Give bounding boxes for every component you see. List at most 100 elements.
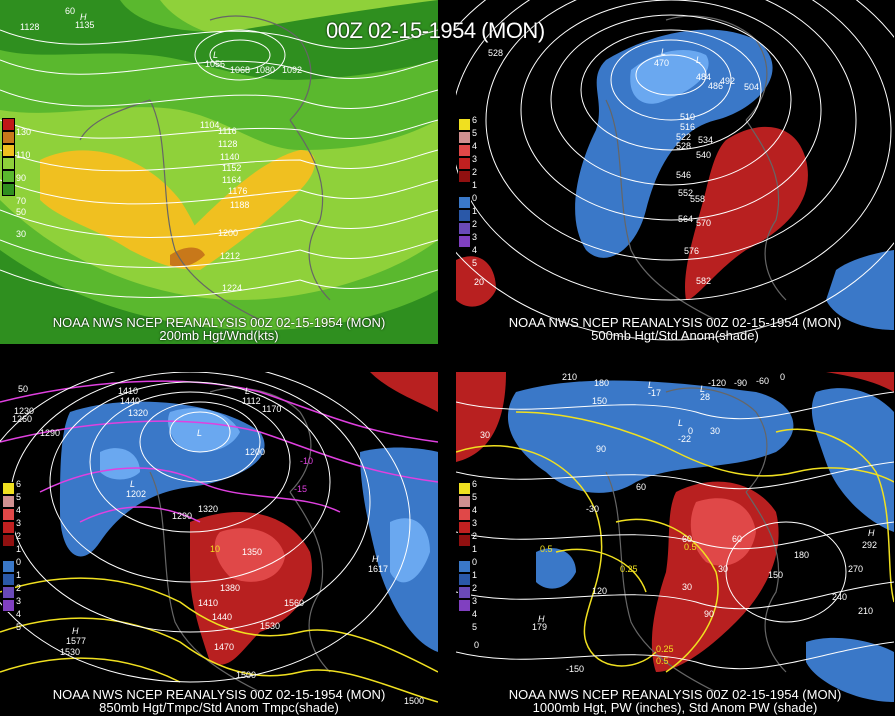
label-1080: 1080 [255,65,275,75]
legend-label: 0 [472,557,478,567]
label-1092: 1092 [282,65,302,75]
label-270: 270 [848,564,863,574]
label-1380: 1380 [220,583,240,593]
label-1440: 1440 [120,396,140,406]
legend-swatch [458,521,471,534]
legend-label: 6 [472,479,478,489]
legend-label: 6 [16,479,22,489]
panel-500mb-height-anomaly: 528 L 470 L 484 486 492 504 510 516 522 … [456,0,894,344]
pw-label-0.5b: 0.5 [684,542,697,552]
label-1290b: 1290 [172,511,192,521]
caption-500mb: NOAA NWS NCEP REANALYSIS 00Z 02-15-1954 … [456,316,894,342]
map-1000mb: 210 180 150 L -17 L 28 -120 -90 -60 0 30… [456,372,894,702]
label-1116: 1116 [218,126,237,136]
label-240: 240 [832,592,847,602]
label-292: 292 [862,540,877,550]
wind-shade-dark [0,0,438,80]
low-marker-2: L [696,55,701,65]
legend-swatch [458,573,471,586]
label-1212: 1212 [220,251,240,261]
negative-pw-anomaly [507,380,794,493]
caption-1000mb: NOAA NWS NCEP REANALYSIS 00Z 02-15-1954 … [456,688,894,714]
caption-line2: 200mb Hgt/Wnd(kts) [159,328,279,343]
label-552: 552 [678,188,693,198]
label-1560: 1560 [284,598,304,608]
legend-swatch [2,131,15,144]
legend-swatch [458,209,471,222]
label-558: 558 [690,194,705,204]
cold-anomaly-atlantic-strong [390,518,430,583]
pw-anomaly-legend: 6 5 4 3 2 1 0 1 2 3 4 5 [458,480,477,632]
pw-label-0.25b: 0.25 [656,644,674,654]
label-486: 486 [708,81,723,91]
label-540: 540 [696,150,711,160]
label-1056: 1056 [205,59,225,69]
negative-anomaly [575,29,773,258]
legend-swatch [2,183,15,196]
label-582: 582 [696,276,711,286]
label-534: 534 [698,135,713,145]
pw-label-0.25: 0.25 [620,564,638,574]
label-20: 20 [474,277,484,287]
legend-swatch [458,508,471,521]
low-marker-2: L [700,384,705,394]
label-1202: 1202 [126,489,146,499]
jet-core-east [180,150,315,270]
legend-label: 1 [472,180,478,190]
label-210: 210 [562,372,577,382]
legend-label: 6 [472,115,478,125]
label-1320: 1320 [128,408,148,418]
low-marker-2: L [197,428,202,438]
legend-swatch [2,482,15,495]
label-30b: 30 [710,426,720,436]
legend-label: 0 [16,557,22,567]
coastlines [605,387,787,693]
label-1188: 1188 [230,200,249,210]
label-1128: 1128 [20,22,39,32]
pw-contours [456,411,894,673]
legend-label: 1 [16,544,22,554]
label-minus22: -22 [678,434,691,444]
label-179: 179 [532,622,547,632]
jet-core-west [40,150,204,270]
legend-swatch [458,131,471,144]
legend-label: 4 [472,505,478,515]
legend-label: 5 [472,128,478,138]
label-0b: 0 [688,426,693,436]
legend-label: 90 [16,173,27,183]
label-1112: 1112 [242,396,261,406]
legend-label: 3 [472,518,478,528]
label-1135: 1135 [75,20,94,30]
negative-pw-anomaly-pacific [536,548,576,589]
legend-swatch [458,144,471,157]
panel-1000mb-height-pw: 210 180 150 L -17 L 28 -120 -90 -60 0 30… [456,372,894,716]
legend-label: 3 [472,596,478,606]
pw-label-0.5: 0.5 [540,544,553,554]
label-528b: 528 [676,141,691,151]
label-576: 576 [684,246,699,256]
label-90b: 90 [704,609,714,619]
legend-label: 2 [16,583,22,593]
legend-swatch [2,495,15,508]
label-30: 30 [480,430,490,440]
height-contours [456,391,894,670]
cold-anomaly-strong [168,408,240,452]
label-1260: 1260 [12,414,32,424]
legend-label: 5 [472,622,478,632]
legend-swatch [458,560,471,573]
legend-label: 2 [16,531,22,541]
wind-shade-south-dark [0,250,438,344]
label-1617: 1617 [368,564,388,574]
legend-swatch [2,586,15,599]
legend-label: 3 [472,154,478,164]
label-minus90: -90 [734,378,747,388]
legend-swatch [458,157,471,170]
legend-label: 130 [16,127,32,137]
high-marker-2: H [538,614,545,624]
wind-legend: 130 110 90 70 50 30 [2,118,31,239]
label-1500: 1500 [236,670,256,680]
low-marker-3: L [678,418,683,428]
high-marker: H [80,12,87,22]
label-minus30: -30 [586,504,599,514]
negative-pw-anomaly-south [806,637,894,702]
